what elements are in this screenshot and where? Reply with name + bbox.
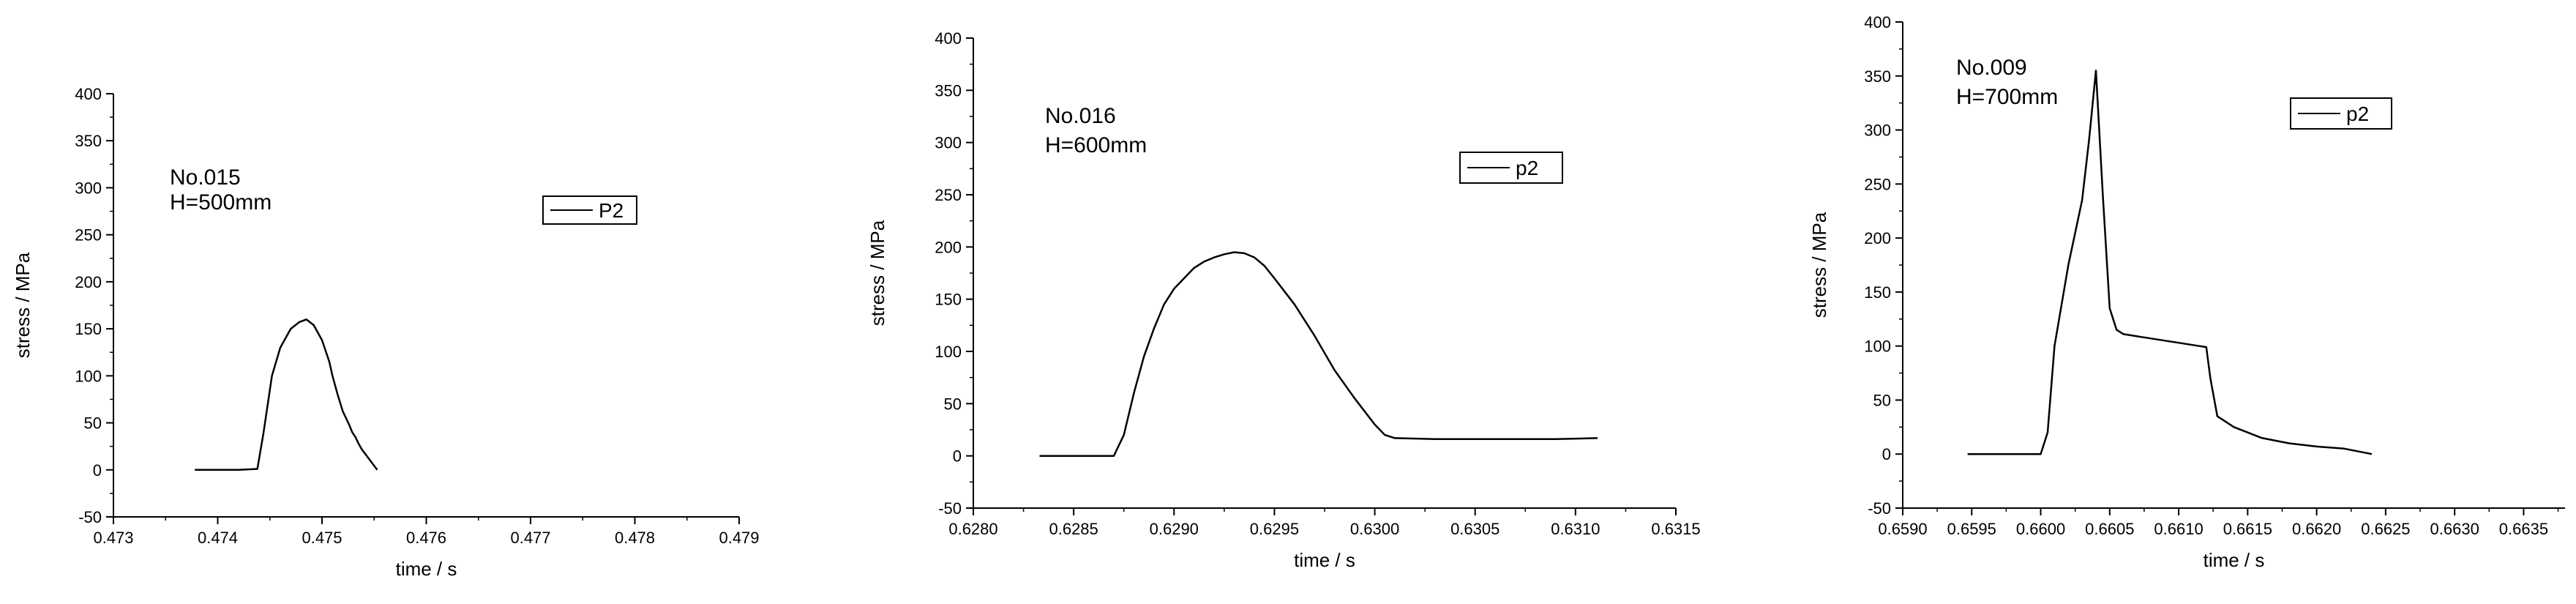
annotation-line: H=500mm	[170, 190, 272, 215]
y-tick-label: 400	[75, 85, 102, 103]
x-tick-label: 0.6315	[1651, 520, 1700, 538]
series-line-p2	[1039, 251, 1598, 457]
y-tick-label: 350	[75, 132, 102, 150]
x-tick-label: 0.6305	[1450, 520, 1499, 538]
x-tick-label: 0.474	[198, 529, 238, 547]
y-tick-label: 200	[935, 238, 962, 256]
x-tick-label: 0.6285	[1049, 520, 1098, 538]
y-tick-label: 400	[935, 29, 962, 48]
y-tick-label: 400	[1864, 13, 1891, 31]
y-tick-label: 300	[1864, 122, 1891, 140]
x-axis-label: time / s	[396, 558, 457, 580]
x-tick-label: 0.6280	[948, 520, 997, 538]
y-axis-label: stress / MPa	[866, 220, 888, 326]
x-tick-label: 0.6615	[2223, 520, 2272, 538]
x-tick-label: 0.6630	[2430, 520, 2479, 538]
y-axis-label: stress / MPa	[1808, 212, 1830, 318]
annotation-line: H=700mm	[1956, 85, 2058, 109]
y-tick-label: 250	[935, 186, 962, 204]
y-tick-label: 100	[935, 343, 962, 361]
y-tick-label: 50	[1873, 391, 1891, 409]
x-tick-label: 0.6290	[1150, 520, 1199, 538]
x-tick-label: 0.6620	[2292, 520, 2341, 538]
chart-2: -50 0 50 100 150 200 250 300 350 400 0.6280 0.6285 0…	[866, 29, 1701, 571]
y-tick-label: -50	[78, 508, 102, 526]
annotation-line: No.016	[1045, 104, 1116, 128]
y-tick-label: 350	[935, 81, 962, 100]
y-tick-label: -50	[1868, 499, 1891, 518]
y-tick-label: 0	[93, 461, 102, 480]
annotation-line: H=600mm	[1045, 133, 1147, 157]
legend: p2	[1459, 152, 1563, 184]
y-tick-label: 50	[944, 395, 962, 413]
x-axis-label: time / s	[2204, 549, 2265, 571]
series-line-p2	[1967, 70, 2373, 455]
x-tick-label: 0.478	[615, 529, 655, 547]
y-tick-label: 150	[75, 320, 102, 338]
x-tick-label: 0.473	[93, 529, 133, 547]
legend-label: p2	[1516, 157, 1538, 179]
y-tick-label: 250	[1864, 175, 1891, 193]
y-tick-label: 150	[935, 291, 962, 309]
y-tick-label: 200	[1864, 229, 1891, 247]
y-tick-label: 300	[75, 179, 102, 197]
y-axis-label: stress / MPa	[12, 252, 34, 358]
x-tick-label: 0.477	[510, 529, 550, 547]
legend-box	[1459, 152, 1563, 184]
y-tick-label: 200	[75, 273, 102, 291]
x-tick-label: 0.6600	[2016, 520, 2065, 538]
y-tick-label: 100	[75, 367, 102, 385]
x-tick-label: 0.6300	[1350, 520, 1399, 538]
x-tick-label: 0.6635	[2499, 520, 2548, 538]
x-tick-label: 0.6310	[1551, 520, 1600, 538]
x-tick-label: 0.479	[719, 529, 759, 547]
x-tick-label: 0.476	[406, 529, 446, 547]
legend-label: p2	[2346, 102, 2369, 125]
x-tick-label: 0.6590	[1878, 520, 1927, 538]
annotation-line: No.009	[1956, 56, 2027, 80]
legend: p2	[2290, 97, 2392, 130]
chart-1: -50 0 50 100 150 200 250 300 350 400 0.473 0.474 0.4…	[12, 85, 760, 580]
y-tick-label: 50	[84, 414, 102, 433]
x-tick-label: 0.6610	[2154, 520, 2203, 538]
x-tick-label: 0.475	[302, 529, 342, 547]
y-tick-label: -50	[938, 499, 962, 518]
x-tick-label: 0.6295	[1250, 520, 1299, 538]
legend-label: P2	[599, 199, 624, 222]
y-tick-label: 100	[1864, 338, 1891, 356]
x-tick-label: 0.6625	[2361, 520, 2410, 538]
chart-3: -50 0 50 100 150 200 250 300 350 400 0.6590 0.6595 0…	[1808, 13, 2565, 571]
x-tick-label: 0.6605	[2085, 520, 2134, 538]
annotation-line: No.015	[170, 165, 241, 190]
y-tick-label: 250	[75, 226, 102, 245]
y-tick-label: 0	[953, 447, 962, 466]
y-tick-label: 150	[1864, 283, 1891, 302]
series-line-P2	[195, 318, 378, 471]
legend: P2	[542, 195, 637, 225]
y-tick-label: 350	[1864, 67, 1891, 86]
x-tick-label: 0.6595	[1947, 520, 1996, 538]
x-axis-label: time / s	[1294, 549, 1355, 571]
y-tick-label: 300	[935, 134, 962, 152]
y-tick-label: 0	[1882, 445, 1891, 463]
